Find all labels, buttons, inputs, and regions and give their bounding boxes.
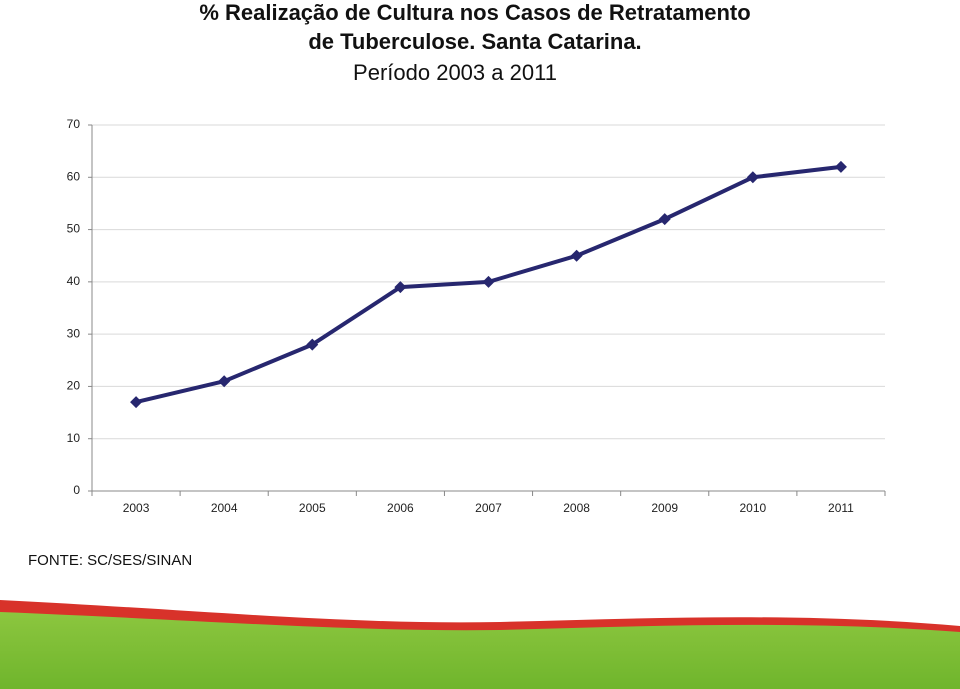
marker [834,160,847,173]
y-tick-label: 70 [67,117,81,131]
y-tick-label: 20 [67,379,81,393]
chart-title: % Realização de Cultura nos Casos de Ret… [199,0,750,25]
y-tick-label: 30 [67,326,81,340]
x-tick-label: 2009 [651,501,678,515]
chart-title: de Tuberculose. Santa Catarina. [308,29,641,54]
marker [570,249,583,262]
y-tick-label: 0 [73,483,80,497]
y-tick-label: 60 [67,169,81,183]
marker [306,338,319,351]
decor-green [0,612,960,689]
x-tick-label: 2011 [828,501,854,515]
x-tick-label: 2007 [475,501,502,515]
x-tick-label: 2006 [387,501,414,515]
marker [130,396,143,409]
marker [658,213,671,226]
marker [218,375,231,388]
x-tick-label: 2010 [739,501,766,515]
marker [394,281,407,294]
chart-title: Período 2003 a 2011 [353,60,557,85]
y-tick-label: 50 [67,222,81,236]
y-tick-label: 40 [67,274,81,288]
marker [482,275,495,288]
source: FONTE: SC/SES/SINAN [28,552,192,569]
x-tick-label: 2008 [563,501,590,515]
y-tick-label: 10 [67,431,81,445]
x-tick-label: 2003 [123,501,150,515]
x-tick-label: 2005 [299,501,326,515]
x-tick-label: 2004 [211,501,238,515]
marker [746,171,759,184]
